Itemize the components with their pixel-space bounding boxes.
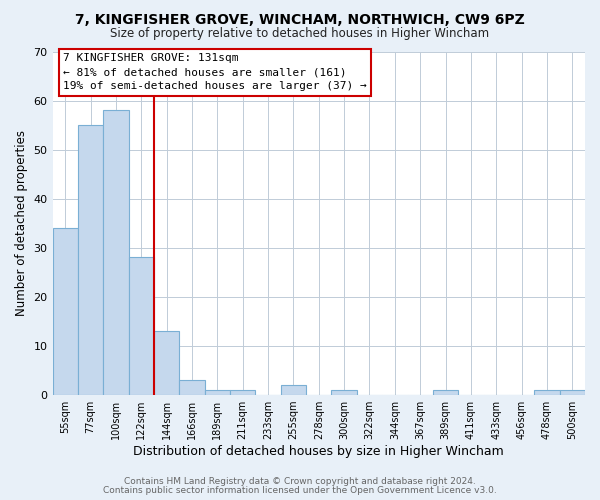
- Bar: [53, 228, 78, 394]
- Bar: [78, 125, 103, 394]
- Bar: [205, 390, 230, 394]
- Text: Contains HM Land Registry data © Crown copyright and database right 2024.: Contains HM Land Registry data © Crown c…: [124, 477, 476, 486]
- Bar: [128, 258, 154, 394]
- Bar: [230, 390, 256, 394]
- Bar: [281, 385, 306, 394]
- Bar: [534, 390, 560, 394]
- Text: 7, KINGFISHER GROVE, WINCHAM, NORTHWICH, CW9 6PZ: 7, KINGFISHER GROVE, WINCHAM, NORTHWICH,…: [75, 12, 525, 26]
- Bar: [154, 331, 179, 394]
- Bar: [103, 110, 128, 395]
- Bar: [331, 390, 357, 394]
- Bar: [179, 380, 205, 394]
- Bar: [560, 390, 585, 394]
- Bar: [433, 390, 458, 394]
- Text: Size of property relative to detached houses in Higher Wincham: Size of property relative to detached ho…: [110, 28, 490, 40]
- Y-axis label: Number of detached properties: Number of detached properties: [15, 130, 28, 316]
- X-axis label: Distribution of detached houses by size in Higher Wincham: Distribution of detached houses by size …: [133, 444, 504, 458]
- Text: 7 KINGFISHER GROVE: 131sqm
← 81% of detached houses are smaller (161)
19% of sem: 7 KINGFISHER GROVE: 131sqm ← 81% of deta…: [63, 53, 367, 91]
- Text: Contains public sector information licensed under the Open Government Licence v3: Contains public sector information licen…: [103, 486, 497, 495]
